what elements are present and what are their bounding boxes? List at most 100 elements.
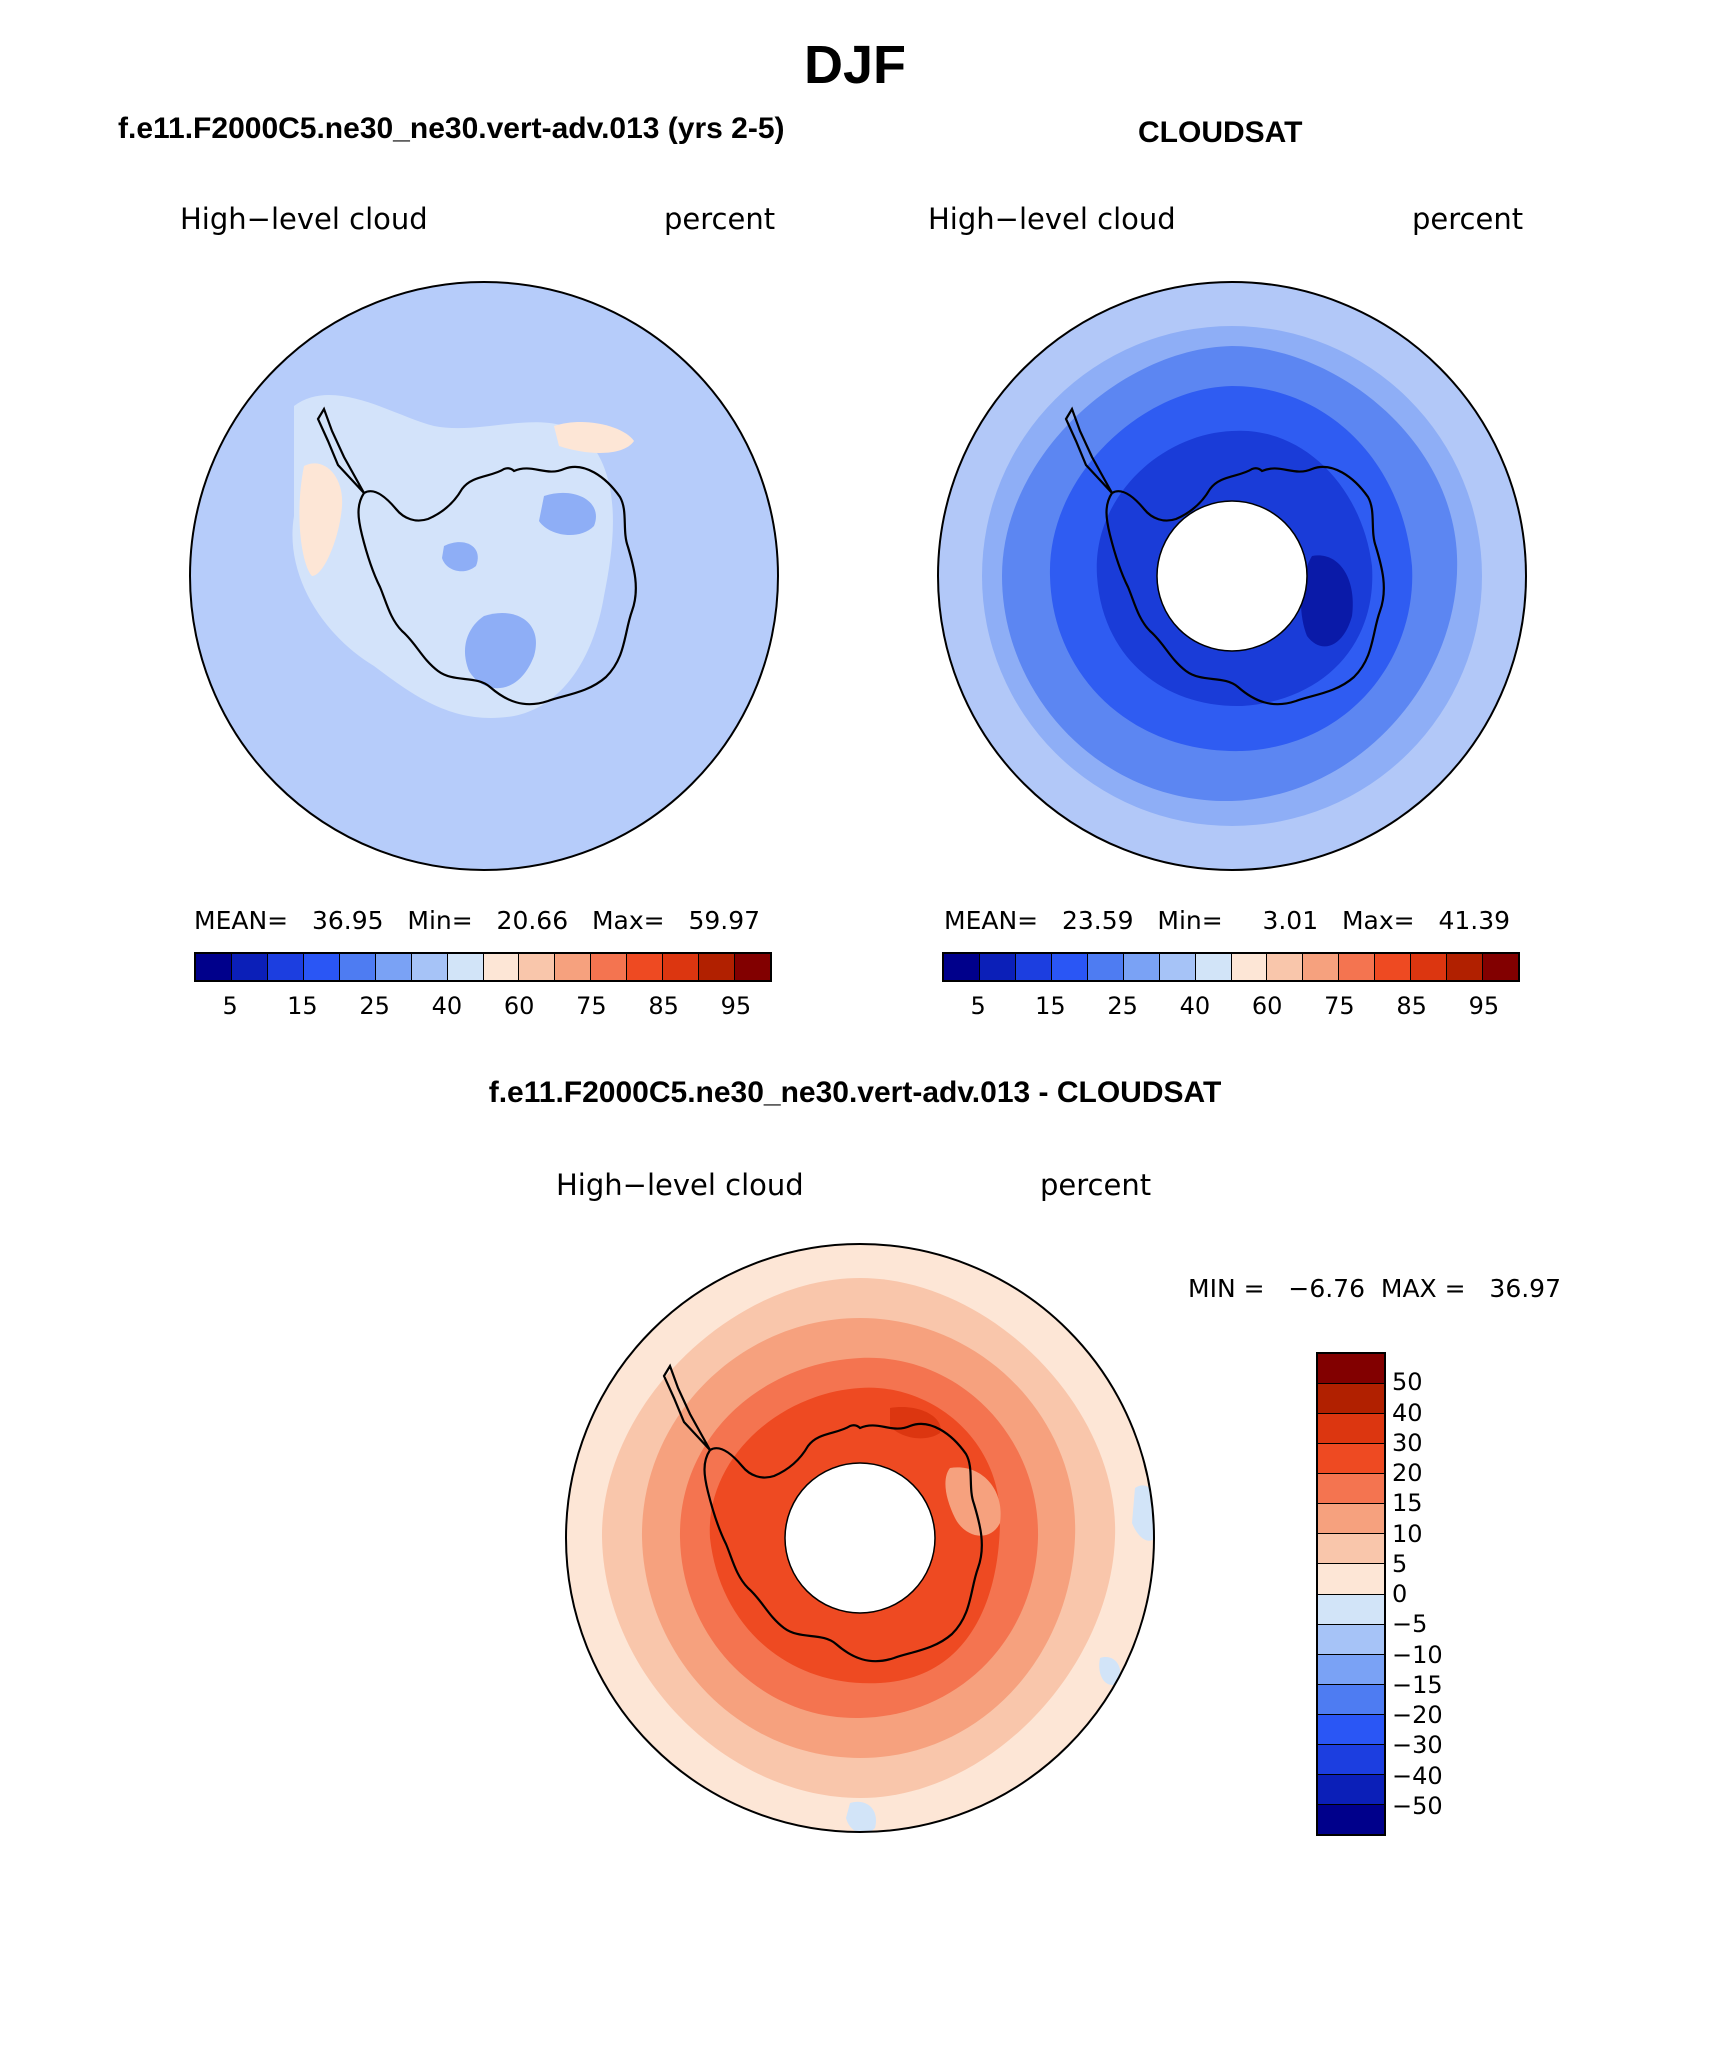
model-colorbar-color-9 [519,954,556,980]
model-colorbar-color-3 [303,954,340,980]
diff-colorbar-color-7 [1318,1564,1384,1595]
obs-colorbar-tick-label: 15 [1035,992,1066,1020]
obs-colorbar-color-10 [1303,954,1340,980]
obs-colorbar-tick-label: 5 [970,992,986,1020]
model-map [189,281,779,871]
model-colorbar-color-15 [735,954,770,980]
obs-variable-label: High−level cloud [928,202,1176,236]
obs-colorbar-color-4 [1087,954,1124,980]
diff-colorbar-color-1 [1318,1384,1384,1415]
obs-colorbar-color-1 [979,954,1016,980]
model-mid-region-2 [464,612,536,689]
obs-colorbar-color-15 [1483,954,1518,980]
diff-colorbar-color-12 [1318,1714,1384,1745]
diff-colorbar-tick-label: 10 [1392,1519,1423,1548]
diff-colorbar-color-9 [1318,1624,1384,1655]
obs-colorbar-color-5 [1123,954,1160,980]
model-mid-region-1 [539,492,596,536]
model-colorbar-color-10 [555,954,592,980]
model-colorbar-ticks: 5 15 25 40 60 75 85 95 [194,992,772,1022]
diff-colorbar-tick-label: −10 [1392,1640,1443,1669]
model-colorbar-tick-label: 75 [576,992,607,1020]
diff-panel-title: f.e11.F2000C5.ne30_ne30.vert-adv.013 - C… [488,1076,1222,1109]
diff-map [565,1243,1155,1833]
diff-colorbar [1316,1352,1386,1836]
diff-colorbar-color-6 [1318,1534,1384,1565]
diff-colorbar-color-11 [1318,1684,1384,1715]
diff-colorbar-color-0 [1318,1354,1384,1385]
model-colorbar-tick-label: 85 [648,992,679,1020]
diff-minmax: MIN = −6.76 MAX = 36.97 [1188,1274,1561,1303]
obs-colorbar-color-7 [1195,954,1232,980]
model-stats: MEAN= 36.95 Min= 20.66 Max= 59.97 [194,906,761,935]
model-colorbar-color-0 [196,954,232,980]
diff-colorbar-tick-label: 20 [1392,1459,1423,1487]
obs-colorbar-tick-label: 75 [1324,992,1355,1020]
diff-colorbar-tick-label: −5 [1392,1610,1428,1639]
obs-colorbar-color-3 [1051,954,1088,980]
model-colorbar-color-11 [591,954,628,980]
obs-colorbar-color-0 [944,954,980,980]
diff-darkest-patch [890,1407,941,1439]
diff-colorbar-color-10 [1318,1654,1384,1685]
diff-pole-hole [784,1462,936,1614]
obs-panel-title: CLOUDSAT [1138,116,1303,149]
diff-negative-patch-2 [846,1801,876,1832]
obs-colorbar-color-9 [1267,954,1304,980]
obs-colorbar-color-11 [1339,954,1376,980]
obs-colorbar-color-12 [1375,954,1412,980]
obs-colorbar-tick-label: 40 [1179,992,1211,1020]
model-variable-label: High−level cloud [180,202,428,236]
diff-colorbar-color-4 [1318,1474,1384,1505]
diff-colorbar-tick-label: 30 [1392,1428,1423,1457]
model-colorbar-color-1 [231,954,268,980]
model-warm-region-1 [299,463,343,576]
diff-colorbar-tick-label: 15 [1392,1489,1423,1518]
diff-colorbar-tick-label: −30 [1392,1731,1443,1760]
diff-units-label: percent [1040,1168,1152,1202]
model-colorbar-color-8 [483,954,520,980]
obs-colorbar-color-2 [1015,954,1052,980]
diff-colorbar-tick-label: 5 [1392,1549,1408,1578]
obs-colorbar-ticks: 5 15 25 40 60 75 85 95 [942,992,1520,1022]
model-colorbar-color-2 [267,954,304,980]
season-title: DJF [803,35,906,95]
model-colorbar-color-6 [411,954,448,980]
model-colorbar-color-5 [375,954,412,980]
obs-map [937,281,1527,871]
obs-colorbar-color-14 [1447,954,1484,980]
obs-colorbar-color-6 [1159,954,1196,980]
diff-colorbar-tick-label: −40 [1392,1761,1443,1790]
obs-darkest-core [1300,555,1353,647]
model-warm-region-2 [554,421,634,453]
diff-colorbar-color-13 [1318,1744,1384,1775]
model-colorbar-tick-label: 15 [287,992,318,1020]
obs-colorbar-color-8 [1231,954,1268,980]
diff-colorbar-ticks: 50 40 30 20 15 10 5 0 −5 −10 −15 −20 −30 −40 −50 [1392,1352,1492,1836]
diff-colorbar-tick-label: 50 [1392,1368,1423,1397]
obs-units-label: percent [1412,202,1524,236]
model-colorbar-tick-label: 60 [503,992,535,1020]
obs-stats: MEAN= 23.59 Min= 3.01 Max= 41.39 [944,906,1511,935]
model-colorbar-color-14 [699,954,736,980]
obs-colorbar-tick-label: 25 [1107,992,1138,1020]
model-colorbar-tick-label: 25 [359,992,390,1020]
model-units-label: percent [664,202,776,236]
model-colorbar-tick-label: 5 [222,992,238,1020]
model-colorbar [194,952,772,982]
diff-colorbar-tick-label: −20 [1392,1701,1443,1729]
model-colorbar-color-4 [339,954,376,980]
model-colorbar-tick-label: 40 [431,992,463,1020]
obs-colorbar-tick-label: 60 [1251,992,1283,1020]
model-mid-region-3 [442,542,478,572]
diff-negative-patch-3 [1099,1657,1121,1686]
diff-colorbar-color-8 [1318,1594,1384,1625]
obs-colorbar [942,952,1520,982]
obs-colorbar-tick-label: 95 [1468,992,1500,1020]
model-colorbar-tick-label: 95 [720,992,752,1020]
diff-colorbar-color-5 [1318,1504,1384,1535]
obs-pole-hole [1156,500,1308,652]
model-colorbar-color-13 [663,954,700,980]
obs-colorbar-color-13 [1411,954,1448,980]
obs-colorbar-tick-label: 85 [1396,992,1427,1020]
